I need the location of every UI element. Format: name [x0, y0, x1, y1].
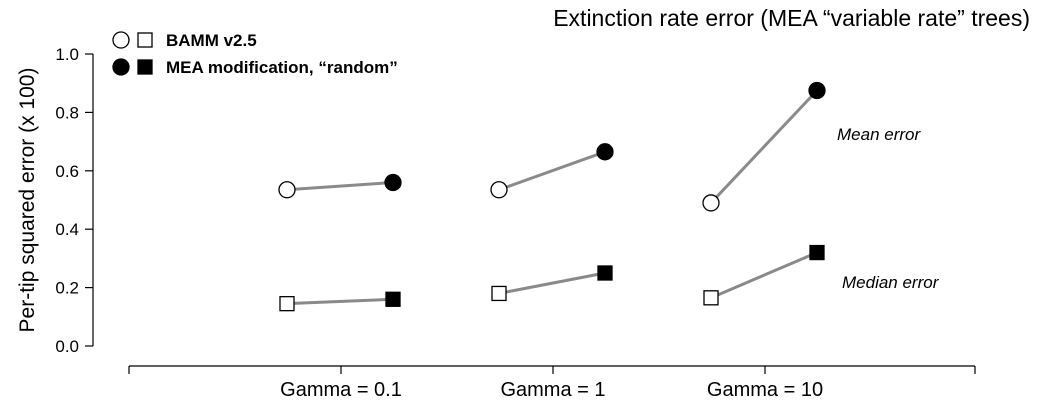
annotation-mean-error: Mean error [837, 125, 921, 144]
x-tick-label: Gamma = 0.1 [280, 379, 402, 401]
marker-open-circle-1 [278, 181, 296, 199]
y-tick-label: 0.8 [55, 103, 79, 122]
marker-open-circle-3 [702, 194, 720, 212]
marker-filled-circle-2 [596, 143, 614, 161]
marker-filled-circle-3 [808, 81, 826, 100]
connector-line [286, 180, 394, 192]
legend-mea-filled-circle-marker [112, 58, 130, 76]
legend-label-bamm: BAMM v2.5 [166, 31, 257, 50]
connector-line [286, 297, 394, 306]
annotation-median-error: Median error [842, 273, 940, 292]
connector-line [498, 150, 606, 192]
x-tick-label: Gamma = 10 [707, 379, 823, 401]
y-tick-label: 0.0 [55, 337, 79, 356]
marker-open-square-1 [279, 296, 295, 312]
marker-filled-circle-1 [384, 173, 402, 192]
y-tick-label: 0.4 [55, 220, 79, 239]
data-markers [278, 81, 826, 312]
legend-bamm-open-circle-marker [112, 31, 130, 49]
y-axis-label: Per-tip squared error (x 100) [16, 68, 39, 333]
connector-line [709, 89, 819, 204]
legend-bamm-open-square-marker [137, 32, 153, 48]
marker-filled-square-3 [809, 244, 825, 261]
x-tick-label: Gamma = 1 [500, 379, 605, 401]
marker-open-circle-2 [490, 181, 508, 199]
marker-filled-square-2 [597, 265, 613, 281]
legend: BAMM v2.5 MEA modification, “random” [112, 31, 398, 77]
marker-open-square-3 [703, 290, 719, 306]
x-axis: Gamma = 0.1 Gamma = 1 Gamma = 10 [128, 365, 976, 401]
y-tick-label: 0.2 [55, 279, 79, 298]
y-tick-label: 1.0 [55, 45, 79, 64]
chart-title: Extinction rate error (MEA “variable rat… [553, 5, 1030, 31]
y-axis: 0.0 0.2 0.4 0.6 0.8 1.0 [55, 45, 94, 356]
legend-mea-filled-square-marker [137, 59, 153, 75]
connector-line [710, 251, 818, 300]
marker-filled-square-1 [385, 291, 401, 307]
connector-lines [286, 89, 819, 306]
marker-open-square-2 [491, 285, 507, 302]
legend-label-mea: MEA modification, “random” [166, 58, 398, 77]
y-tick-label: 0.6 [55, 162, 79, 181]
connector-line [498, 271, 606, 295]
